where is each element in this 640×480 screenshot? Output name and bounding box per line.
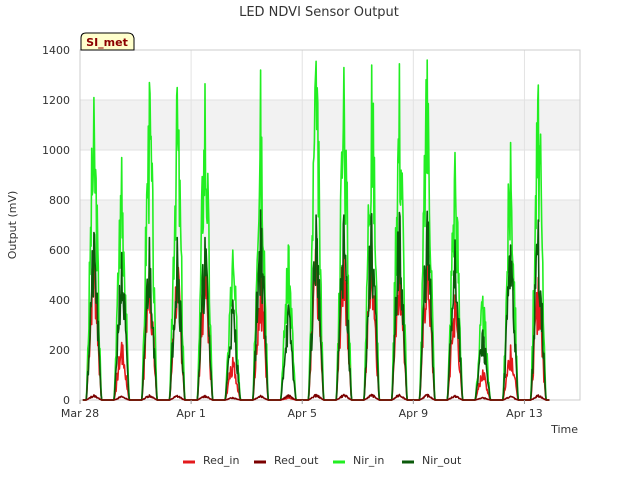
y-tick-label: 1400 [42,44,70,57]
y-axis-label: Output (mV) [6,191,19,260]
grid-band [80,200,580,250]
legend-label: Red_in [203,454,239,467]
y-tick-label: 800 [49,194,70,207]
series-nir-out-line [82,209,550,401]
legend: Red_in Red_out Nir_in Nir_out [183,454,462,467]
y-tick-label: 400 [49,294,70,307]
chart-title: LED NDVI Sensor Output [239,5,399,20]
y-tick-label: 1200 [42,94,70,107]
x-tick-label: Apr 9 [399,407,429,420]
series-nir-in-line [82,59,550,401]
y-tick-label: 600 [49,244,70,257]
x-axis-label: Time [550,423,578,436]
y-tick-label: 200 [49,344,70,357]
badge-label: SI_met [86,36,128,49]
y-tick-label: 0 [63,394,70,407]
grid-band [80,100,580,150]
x-tick-label: Mar 28 [61,407,99,420]
x-tick-label: Apr 5 [287,407,317,420]
x-tick-label: Apr 1 [176,407,206,420]
grid-band [80,300,580,350]
legend-label: Nir_out [422,454,462,467]
legend-label: Red_out [274,454,319,467]
si-met-badge: SI_met [80,32,135,51]
legend-label: Nir_in [353,454,384,467]
x-tick-label: Apr 13 [506,407,543,420]
y-tick-label: 1000 [42,144,70,157]
series-red-out-line [82,393,550,401]
